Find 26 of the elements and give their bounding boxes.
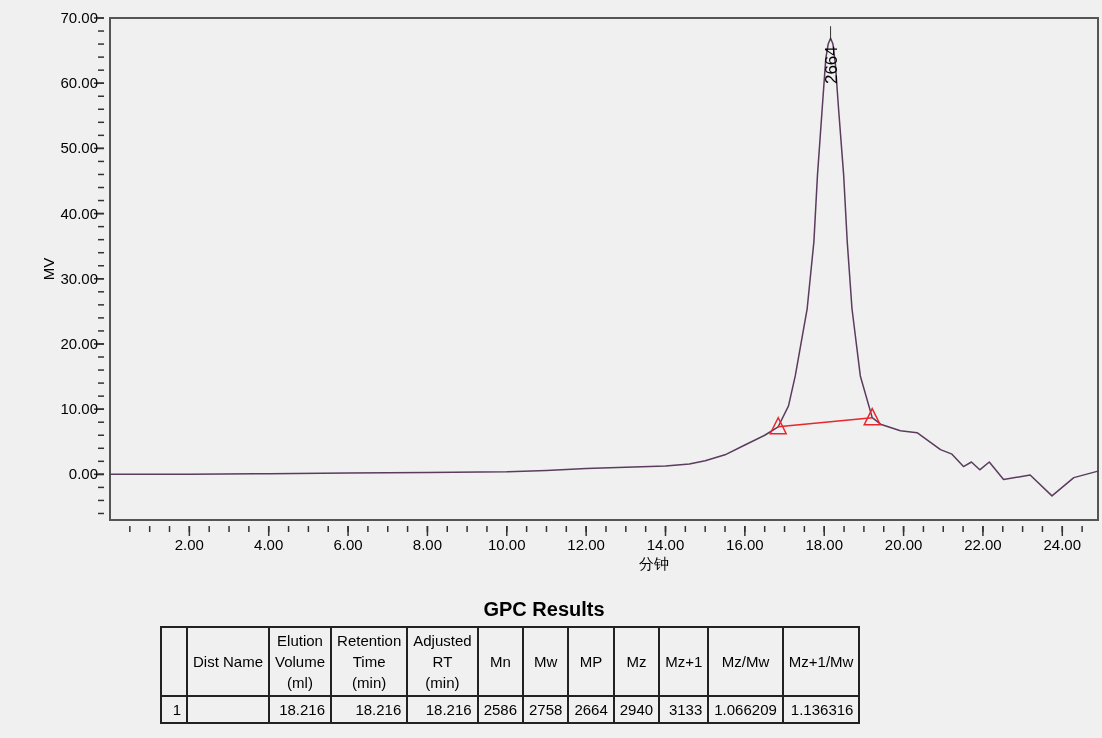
x-axis-title: 分钟 bbox=[639, 555, 669, 572]
y-tick-label: 40.00 bbox=[60, 204, 98, 222]
x-tick-label: 20.00 bbox=[884, 536, 923, 553]
y-tick-label: 20.00 bbox=[60, 334, 98, 352]
x-tick-label: 22.00 bbox=[964, 536, 1002, 553]
line-series bbox=[109, 37, 1099, 497]
y-tick-label: 60.00 bbox=[60, 74, 98, 92]
y-tick-label: 10.00 bbox=[60, 400, 98, 418]
x-tick-label: 10.00 bbox=[488, 536, 526, 553]
annotation: 2664 bbox=[821, 46, 841, 85]
x-tick-label: 2.00 bbox=[174, 536, 204, 553]
y-tick-label: 30.00 bbox=[60, 269, 98, 287]
x-tick-label: 8.00 bbox=[412, 536, 443, 553]
text: GPC Results bbox=[482, 598, 606, 621]
x-tick-label: 6.00 bbox=[333, 536, 363, 553]
x-tick-label: 4.00 bbox=[254, 536, 284, 553]
results-table: Dist Name Elution Volume (ml) Retention Time (min) Adjusted RT (min) Mn Mw MP Mz Mz+1 Mz/Mw Mz+1/Mw 1 18.216 18.216 18.216 2586 2758 2664 2940 3133 1.066209 1.136316 bbox=[160, 626, 861, 724]
y-axis-title: MV bbox=[40, 257, 57, 281]
y-tick-label: 0.00 bbox=[68, 465, 98, 483]
x-tick-label: 12.00 bbox=[567, 536, 605, 553]
y-tick-label: 50.00 bbox=[60, 139, 98, 157]
y-tick-label: 70.00 bbox=[60, 9, 98, 26]
x-tick-label: 24.00 bbox=[1043, 536, 1082, 553]
x-tick-label: 14.00 bbox=[646, 536, 685, 553]
x-tick-label: 16.00 bbox=[726, 536, 764, 553]
x-tick-label: 18.00 bbox=[805, 536, 843, 553]
